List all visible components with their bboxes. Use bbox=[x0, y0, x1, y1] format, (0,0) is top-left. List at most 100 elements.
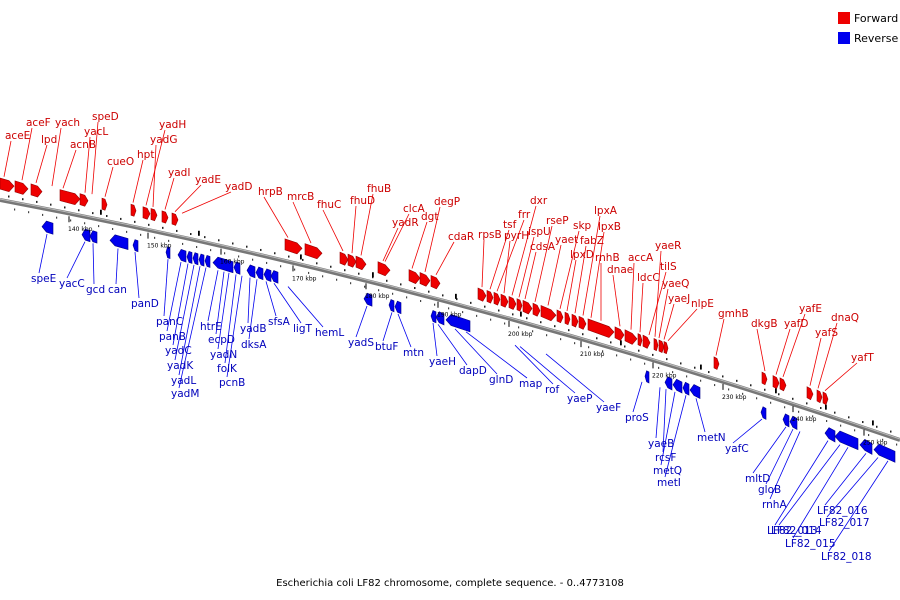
forward-gene-label-yach: yach bbox=[55, 117, 80, 129]
reverse-gene-label-yadM: yadM bbox=[171, 388, 199, 400]
reverse-gene-label-htrE: htrE bbox=[200, 321, 222, 333]
minor-tick bbox=[140, 233, 142, 236]
reverse-feature-32 bbox=[834, 430, 859, 451]
forward-feature-21 bbox=[486, 290, 494, 304]
forward-leader-52 bbox=[817, 322, 838, 389]
reverse-feature-10 bbox=[204, 254, 211, 268]
reverse-gene-label-yaeH: yaeH bbox=[429, 356, 456, 368]
forward-feature-41 bbox=[713, 356, 720, 370]
forward-feature-47 bbox=[822, 391, 829, 406]
minor-tick bbox=[238, 255, 240, 258]
reverse-leader-42 bbox=[778, 444, 841, 526]
minor-tick bbox=[798, 410, 800, 413]
reverse-leader-37 bbox=[732, 418, 763, 444]
forward-gene-label-rseP: rseP bbox=[546, 215, 569, 227]
minor-tick bbox=[14, 208, 16, 211]
minor-tick bbox=[400, 283, 402, 286]
minor-tick bbox=[616, 354, 618, 357]
reverse-feature-17 bbox=[363, 292, 373, 307]
reverse-gene-label-LF82_013: LF82_013 bbox=[767, 525, 818, 537]
reverse-leader-30 bbox=[545, 353, 605, 403]
reverse-feature-31 bbox=[824, 427, 836, 443]
reverse-leader-3 bbox=[115, 248, 119, 285]
minor-tick bbox=[442, 294, 444, 297]
reverse-leader-14 bbox=[224, 274, 237, 364]
minor-tick bbox=[344, 269, 346, 272]
forward-leader-34 bbox=[566, 259, 577, 311]
forward-gene-label-gmhB: gmhB bbox=[718, 308, 749, 320]
forward-feature-39 bbox=[658, 339, 665, 353]
forward-leader-26 bbox=[496, 219, 525, 292]
reverse-leader-13 bbox=[217, 272, 230, 350]
minor-tick bbox=[588, 346, 590, 349]
forward-feature-40 bbox=[663, 341, 669, 355]
forward-feature-27 bbox=[532, 302, 541, 317]
minor-tick bbox=[386, 279, 388, 282]
forward-gene-label-ldcC: ldcC bbox=[637, 272, 660, 284]
major-tick bbox=[198, 230, 200, 236]
forward-gene-label-fabZ: fabZ bbox=[580, 235, 604, 247]
reverse-gene-label-sfsA: sfsA bbox=[268, 316, 291, 328]
reverse-gene-label-yaeP: yaeP bbox=[567, 393, 592, 405]
minor-tick bbox=[28, 211, 30, 214]
reverse-leader-18 bbox=[265, 281, 277, 317]
reverse-gene-label-rof: rof bbox=[545, 384, 560, 396]
minor-tick bbox=[224, 252, 226, 255]
forward-gene-label-rpsB: rpsB bbox=[478, 229, 502, 241]
major-tick bbox=[520, 311, 522, 317]
reverse-gene-label-rcsF: rcsF bbox=[655, 452, 676, 464]
minor-tick bbox=[672, 371, 674, 374]
forward-leader-15 bbox=[292, 201, 312, 244]
forward-gene-label-frr: frr bbox=[518, 209, 531, 221]
forward-leader-7 bbox=[104, 166, 114, 197]
scale-tick-label: 160 kbp bbox=[220, 259, 245, 266]
minor-tick bbox=[218, 239, 220, 242]
map-caption: Escherichia coli LF82 chromosome, comple… bbox=[276, 578, 624, 589]
reverse-leader-1 bbox=[66, 241, 86, 279]
minor-tick bbox=[890, 430, 892, 433]
major-tick bbox=[620, 340, 622, 346]
forward-gene-label-dkgB: dkgB bbox=[751, 318, 778, 330]
forward-leader-33 bbox=[559, 230, 580, 309]
forward-feature-6 bbox=[130, 203, 137, 217]
minor-tick bbox=[182, 242, 184, 245]
minor-tick bbox=[812, 415, 814, 418]
forward-feature-track bbox=[0, 177, 829, 406]
forward-gene-label-aceF: aceF bbox=[26, 117, 51, 129]
reverse-leader-0 bbox=[38, 233, 48, 274]
forward-gene-label-dxr: dxr bbox=[530, 195, 548, 207]
forward-gene-label-yafT: yafT bbox=[851, 352, 874, 364]
minor-tick bbox=[36, 200, 38, 203]
minor-tick bbox=[378, 289, 380, 292]
reverse-gene-label-yadS: yadS bbox=[348, 337, 374, 349]
minor-tick bbox=[190, 233, 192, 236]
forward-gene-label-dnaQ: dnaQ bbox=[831, 312, 859, 324]
forward-gene-label-yacL: yacL bbox=[84, 126, 108, 138]
forward-feature-17 bbox=[408, 269, 421, 284]
forward-leader-51 bbox=[809, 337, 822, 386]
forward-leader-4 bbox=[62, 149, 77, 189]
minor-tick bbox=[64, 206, 66, 209]
forward-gene-label-yadG: yadG bbox=[150, 134, 177, 146]
reverse-leader-36 bbox=[695, 398, 706, 433]
minor-tick bbox=[784, 406, 786, 409]
forward-gene-label-yafS: yafS bbox=[815, 327, 838, 339]
minor-tick bbox=[680, 362, 682, 365]
reverse-gene-label-btuF: btuF bbox=[375, 341, 398, 353]
legend-reverse-label: Reverse bbox=[854, 31, 899, 45]
forward-leader-8 bbox=[132, 159, 144, 203]
forward-leader-53 bbox=[824, 362, 858, 391]
forward-gene-label-clcA: clcA bbox=[403, 203, 425, 215]
reverse-gene-label-yaeB: yaeB bbox=[648, 438, 674, 450]
forward-leader-18 bbox=[360, 193, 374, 256]
forward-feature-36 bbox=[637, 333, 643, 347]
reverse-feature-7 bbox=[186, 250, 193, 264]
forward-feature-33 bbox=[587, 318, 615, 338]
forward-leader-16 bbox=[322, 209, 344, 252]
minor-tick bbox=[8, 195, 10, 198]
reverse-leader-32 bbox=[655, 387, 661, 439]
minor-tick bbox=[168, 239, 170, 242]
reverse-gene-label-mltD: mltD bbox=[745, 473, 770, 485]
reverse-swatch bbox=[838, 32, 850, 44]
scale-tick-label: 220 kbp bbox=[652, 372, 677, 379]
